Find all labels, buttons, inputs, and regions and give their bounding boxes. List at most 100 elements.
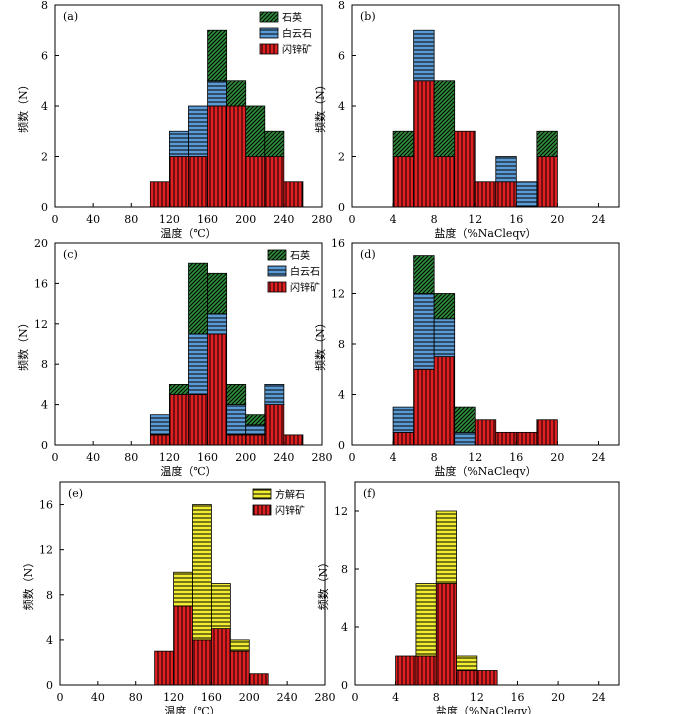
x-tick-label: 0 bbox=[349, 213, 356, 226]
x-tick-label: 280 bbox=[312, 451, 333, 464]
bar-quartz-bin-8-hatch bbox=[433, 80, 456, 157]
bar-dolomite-bin-140-hatch bbox=[188, 105, 208, 157]
panel-e: 0 40 80 120 160 200 240 280 0 4 8 12 16 温度（℃） 频数（N） (e)… bbox=[21, 481, 336, 714]
bar-sphalerite-bin-140-hatch bbox=[188, 156, 208, 208]
y-axis-title: 频数（N） bbox=[16, 317, 30, 371]
bar-calcite-bin-120-hatch bbox=[173, 571, 193, 607]
y-tick-label: 12 bbox=[39, 544, 53, 557]
x-tick-label: 240 bbox=[273, 451, 294, 464]
bar-sphalerite-bin-6-hatch bbox=[415, 655, 437, 686]
bar-quartz-bin-18-hatch bbox=[536, 130, 558, 157]
y-tick-label: 0 bbox=[41, 439, 48, 452]
bar-calcite-bin-180-hatch bbox=[229, 639, 250, 652]
bar-sphalerite-bin-140-hatch bbox=[192, 639, 212, 686]
y-tick-label: 2 bbox=[338, 151, 345, 164]
panel-label: (b) bbox=[360, 10, 376, 23]
y-tick-label: 12 bbox=[34, 318, 48, 331]
x-tick-label: 80 bbox=[124, 213, 138, 226]
x-tick-label: 200 bbox=[235, 213, 256, 226]
bar-dolomite-bin-16-hatch bbox=[515, 181, 538, 208]
x-axis-title: 盐度（%NaCleqv） bbox=[434, 464, 536, 478]
x-tick-label: 0 bbox=[52, 213, 59, 226]
bar-quartz-bin-200-hatch bbox=[245, 414, 266, 426]
bar-calcite-bin-160-hatch bbox=[211, 583, 231, 630]
x-axis-title: 盐度（%NaCleqv） bbox=[436, 704, 538, 714]
plot-frame bbox=[354, 481, 620, 686]
bar-sphalerite-bin-140-hatch bbox=[188, 394, 208, 446]
bar-quartz-bin-180-hatch bbox=[226, 383, 247, 405]
x-tick-label: 0 bbox=[52, 451, 59, 464]
bar-quartz-bin-8-hatch bbox=[433, 293, 456, 320]
bar-sphalerite-bin-12-hatch bbox=[474, 419, 497, 446]
bar-sphalerite-bin-6-hatch bbox=[413, 80, 435, 208]
y-tick-label: 20 bbox=[34, 237, 48, 250]
bar-sphalerite-bin-6-hatch bbox=[413, 368, 435, 446]
bar-sphalerite-bin-100-hatch bbox=[149, 181, 170, 208]
bar-sphalerite-bin-100-hatch bbox=[154, 650, 174, 686]
bar-calcite-bin-140-hatch bbox=[192, 504, 212, 641]
x-tick-label: 0 bbox=[352, 691, 359, 704]
y-tick-label: 4 bbox=[338, 100, 345, 113]
x-tick-label: 200 bbox=[235, 451, 256, 464]
bar-sphalerite-bin-16-hatch bbox=[515, 431, 538, 446]
x-tick-label: 0 bbox=[57, 691, 64, 704]
bar-quartz-bin-200-hatch bbox=[245, 105, 266, 157]
bar-sphalerite-bin-10-hatch bbox=[456, 670, 478, 686]
legend-label-quartz: 石英 bbox=[290, 249, 310, 262]
y-tick-label: 8 bbox=[46, 589, 53, 602]
panel-a: 0 40 80 120 160 200 240 280 0 2 4 6 8 温度（℃） 频数（N） (a) 石英… bbox=[16, 0, 333, 240]
y-tick-label: 4 bbox=[41, 399, 48, 412]
bar-dolomite-bin-200-hatch bbox=[245, 424, 266, 436]
x-tick-label: 4 bbox=[390, 213, 397, 226]
bar-dolomite-bin-6-hatch bbox=[413, 293, 435, 370]
panel-label: (e) bbox=[68, 487, 83, 500]
bar-dolomite-bin-100-hatch bbox=[149, 414, 170, 436]
bar-sphalerite-bin-200-hatch bbox=[248, 673, 269, 686]
x-tick-label: 160 bbox=[201, 691, 222, 704]
bar-sphalerite-bin-18-hatch bbox=[536, 156, 558, 208]
bar-sphalerite-bin-12-hatch bbox=[474, 181, 497, 208]
x-axis-title: 温度（℃） bbox=[160, 226, 216, 240]
y-axis-title: 频数（N） bbox=[16, 79, 30, 133]
bar-sphalerite-bin-120-hatch bbox=[169, 394, 189, 446]
x-tick-label: 120 bbox=[163, 691, 184, 704]
bar-sphalerite-bin-8-hatch bbox=[433, 356, 456, 446]
bar-sphalerite-bin-4-hatch bbox=[392, 156, 415, 208]
bar-sphalerite-bin-10-hatch bbox=[454, 130, 476, 208]
y-tick-label: 16 bbox=[331, 237, 345, 250]
bar-calcite-bin-6-hatch bbox=[415, 583, 437, 657]
legend-swatch-dolomite-hatch bbox=[267, 265, 287, 277]
plot-frame bbox=[59, 481, 326, 686]
x-tick-label: 120 bbox=[159, 213, 180, 226]
y-tick-label: 4 bbox=[41, 100, 48, 113]
legend-swatch-sphalerite-hatch bbox=[259, 43, 279, 55]
bar-quartz-bin-6-hatch bbox=[413, 255, 435, 294]
legend-swatch-sphalerite-hatch bbox=[252, 504, 272, 516]
bar-sphalerite-bin-160-hatch bbox=[207, 105, 228, 208]
x-tick-label: 200 bbox=[239, 691, 260, 704]
legend-swatch-sphalerite-hatch bbox=[267, 281, 287, 293]
x-tick-label: 24 bbox=[592, 691, 606, 704]
plot-frame bbox=[54, 242, 323, 446]
x-tick-label: 16 bbox=[509, 213, 523, 226]
bar-quartz-bin-140-hatch bbox=[188, 262, 208, 335]
bar-calcite-bin-10-hatch bbox=[456, 655, 478, 671]
y-tick-label: 16 bbox=[39, 499, 53, 512]
bar-quartz-bin-120-hatch bbox=[169, 383, 189, 395]
x-tick-label: 120 bbox=[159, 451, 180, 464]
x-tick-label: 240 bbox=[273, 213, 294, 226]
plot-frame bbox=[351, 4, 620, 208]
bar-dolomite-bin-6-hatch bbox=[413, 29, 435, 82]
y-axis-title: 频数（N） bbox=[316, 557, 330, 611]
y-tick-label: 0 bbox=[41, 201, 48, 214]
x-tick-label: 40 bbox=[91, 691, 105, 704]
bar-sphalerite-bin-220-hatch bbox=[264, 156, 285, 208]
y-tick-label: 8 bbox=[338, 338, 345, 351]
y-tick-label: 4 bbox=[46, 634, 53, 647]
bar-sphalerite-bin-240-hatch bbox=[283, 434, 304, 446]
